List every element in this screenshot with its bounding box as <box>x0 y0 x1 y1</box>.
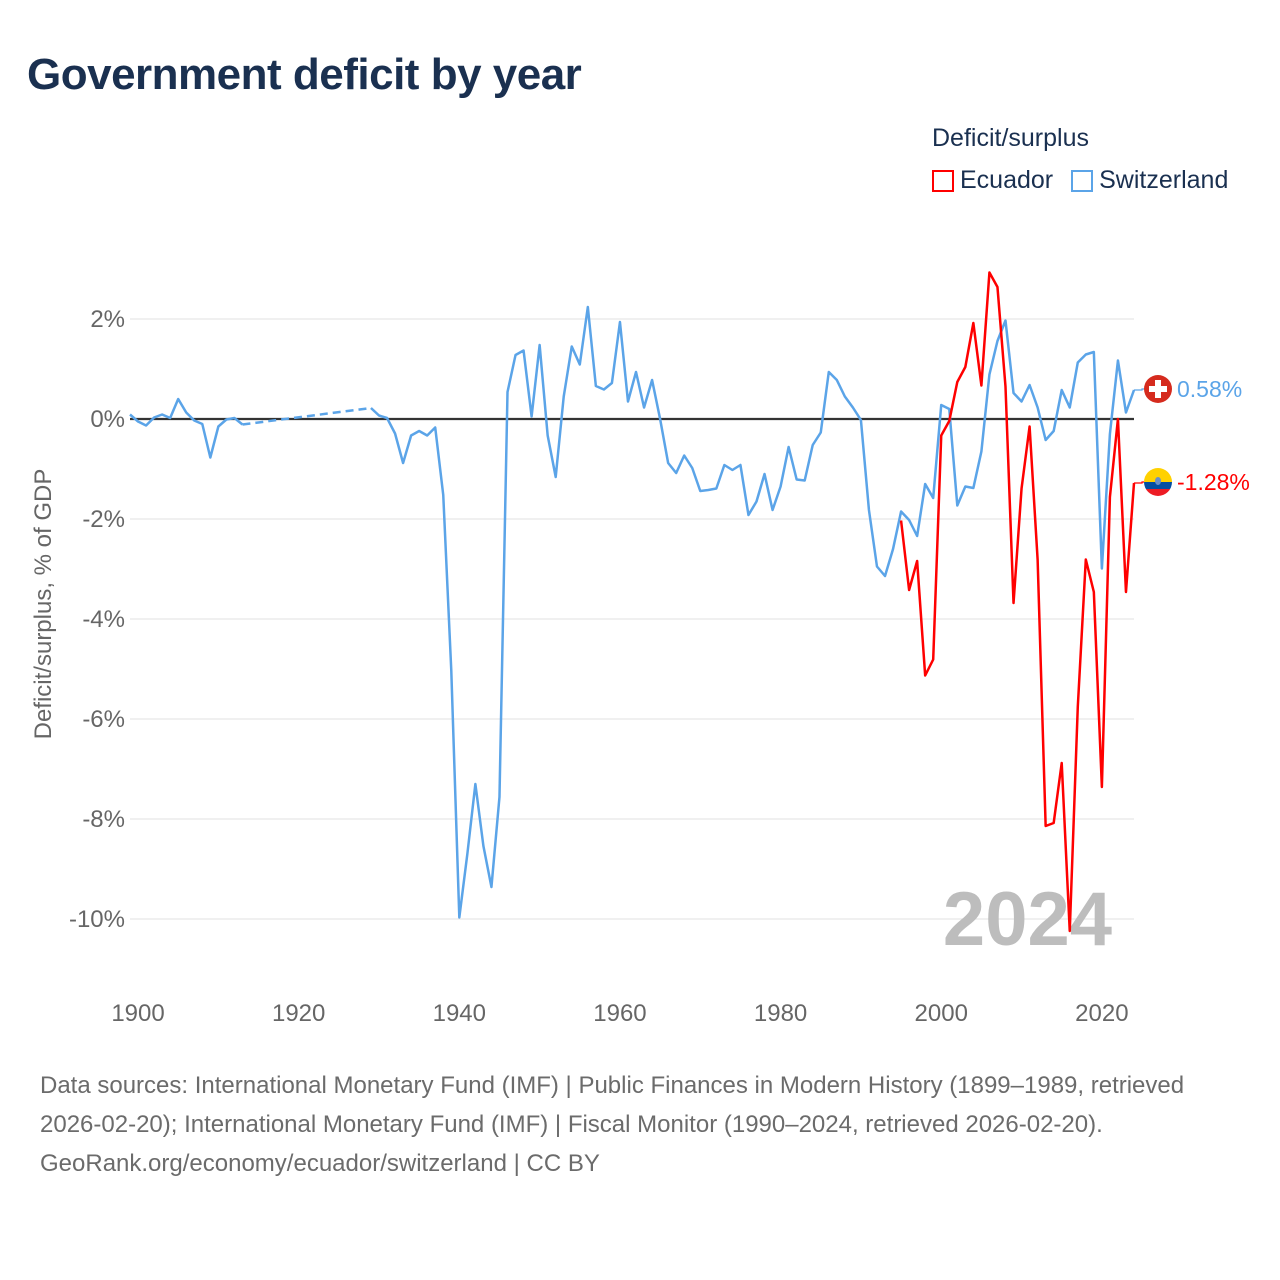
x-tick-label: 1960 <box>593 1000 646 1027</box>
data-sources: Data sources: International Monetary Fun… <box>40 1072 1185 1138</box>
x-tick-label: 1980 <box>754 1000 807 1027</box>
series-gap-switzerland <box>242 406 372 426</box>
end-label-connector <box>1134 481 1144 484</box>
legend: Ecuador Switzerland <box>932 166 1228 195</box>
year-watermark: 2024 <box>943 877 1112 962</box>
footer: Data sources: International Monetary Fun… <box>40 1066 1240 1183</box>
x-tick-label: 1940 <box>433 1000 486 1027</box>
y-tick-label: -2% <box>82 506 125 533</box>
x-tick-label: 1900 <box>111 1000 164 1027</box>
ecuador-flag-icon <box>1144 468 1172 496</box>
y-tick-label: -8% <box>82 806 125 833</box>
legend-label-switzerland: Switzerland <box>1099 166 1229 194</box>
legend-title: Deficit/surplus <box>932 124 1089 152</box>
legend-item-ecuador[interactable]: Ecuador <box>932 166 1053 195</box>
series-line-switzerland[interactable] <box>370 305 1136 919</box>
y-tick-label: -4% <box>82 606 125 633</box>
legend-label-ecuador: Ecuador <box>960 166 1054 194</box>
x-tick-label: 2000 <box>915 1000 968 1027</box>
switzerland-flag-icon <box>1144 375 1172 403</box>
y-axis-label: Deficit/surplus, % of GDP <box>30 469 57 740</box>
y-tick-label: 0% <box>90 406 125 433</box>
credit-link[interactable]: GeoRank.org/economy/ecuador/switzerland … <box>40 1150 600 1177</box>
x-tick-label: 1920 <box>272 1000 325 1027</box>
legend-swatch-switzerland <box>1071 169 1094 192</box>
series-line-ecuador[interactable] <box>899 271 1136 933</box>
x-tick-label: 2020 <box>1075 1000 1128 1027</box>
end-label-connector <box>1134 388 1144 391</box>
chart-title: Government deficit by year <box>27 50 582 99</box>
end-value-label-ecuador: -1.28% <box>1177 469 1250 495</box>
legend-item-switzerland[interactable]: Switzerland <box>1071 166 1228 195</box>
legend-swatch-ecuador <box>932 169 954 192</box>
end-value-label-switzerland: 0.58% <box>1177 376 1242 402</box>
line-chart: 2% 0% -2% -4% -6% -8% -10% 1900 1920 1940 1960 1980… <box>30 271 1250 1027</box>
y-tick-label: 2% <box>90 306 125 333</box>
y-tick-label: -6% <box>82 706 125 733</box>
series-line-switzerland[interactable] <box>129 397 244 459</box>
y-tick-label: -10% <box>69 906 125 933</box>
